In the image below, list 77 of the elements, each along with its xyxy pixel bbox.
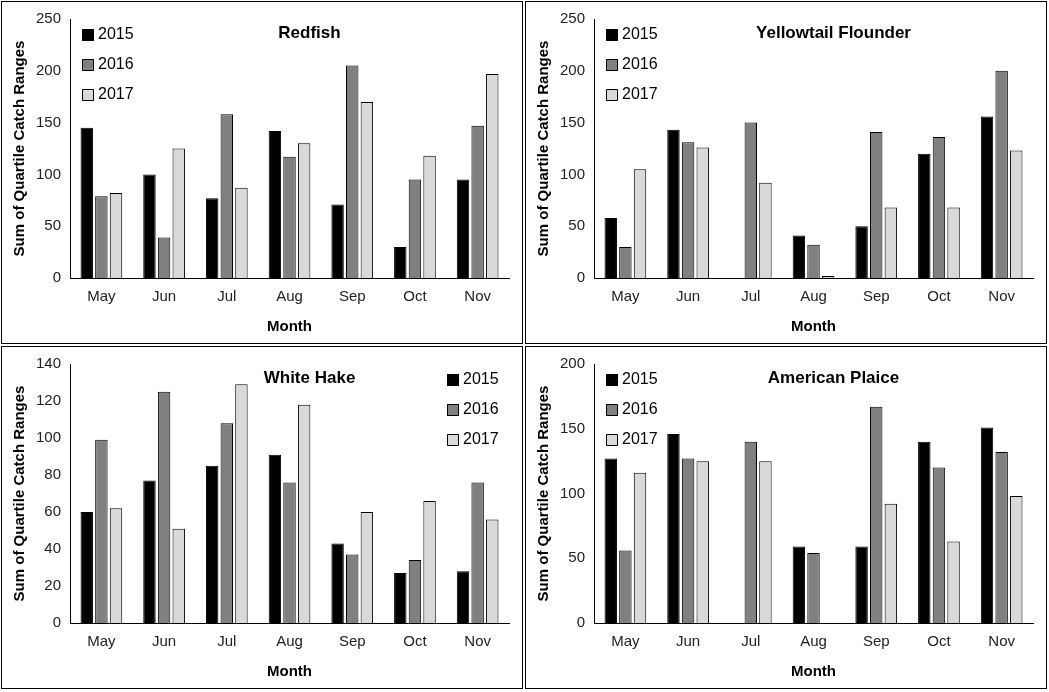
y-tick-label: 200	[560, 60, 586, 78]
x-tick-label: Sep	[862, 287, 890, 305]
y-tick-label: 100	[560, 164, 586, 182]
y-tick-label: 50	[568, 216, 586, 234]
legend-label: 2017	[622, 430, 658, 448]
legend-label: 2017	[622, 85, 658, 103]
x-tick-label: Nov	[464, 632, 492, 650]
y-axis-title: Sum of Quartile Catch Ranges	[10, 40, 28, 257]
y-axis-title: Sum of Quartile Catch Ranges	[534, 40, 552, 257]
x-tick-label: Jul	[217, 632, 237, 650]
chart-title: White Hake	[263, 367, 356, 387]
x-tick-label: Aug	[276, 632, 303, 650]
legend-label: 2016	[463, 400, 499, 418]
x-tick-label: Jun	[676, 287, 701, 305]
x-axis-title: Month	[791, 317, 837, 335]
y-tick-label: 100	[36, 428, 62, 446]
y-tick-label: 0	[52, 613, 62, 631]
y-tick-label: 150	[560, 418, 586, 436]
y-tick-label: 150	[36, 112, 62, 130]
chart-title: Redfish	[278, 22, 341, 42]
x-tick-label: Jun	[152, 632, 177, 650]
x-tick-label: May	[611, 632, 641, 650]
x-tick-label: Oct	[403, 287, 428, 305]
y-tick-label: 0	[576, 268, 586, 286]
x-tick-label: Jul	[741, 287, 761, 305]
x-tick-label: Jun	[152, 287, 177, 305]
x-tick-label: May	[611, 287, 641, 305]
x-tick-label: May	[87, 287, 117, 305]
y-tick-label: 200	[560, 354, 586, 372]
y-tick-label: 100	[36, 164, 62, 182]
legend-label: 2017	[463, 430, 499, 448]
x-tick-label: May	[87, 632, 117, 650]
y-axis-title: Sum of Quartile Catch Ranges	[534, 385, 552, 602]
legend-label: 2017	[98, 85, 134, 103]
x-tick-label: Oct	[927, 632, 952, 650]
x-tick-label: Jul	[217, 287, 237, 305]
x-tick-label: Nov	[988, 632, 1016, 650]
x-tick-label: Jul	[741, 632, 761, 650]
x-tick-label: Aug	[800, 632, 827, 650]
y-tick-label: 100	[560, 483, 586, 501]
y-tick-label: 150	[560, 112, 586, 130]
y-tick-label: 120	[36, 391, 62, 409]
y-tick-label: 40	[44, 539, 62, 557]
y-axis-title: Sum of Quartile Catch Ranges	[10, 385, 28, 602]
x-tick-label: Aug	[800, 287, 827, 305]
y-tick-label: 50	[568, 548, 586, 566]
y-tick-label: 250	[560, 9, 586, 27]
x-axis-title: Month	[791, 662, 837, 680]
x-axis-title: Month	[267, 662, 313, 680]
y-tick-label: 140	[36, 354, 62, 372]
legend-label: 2016	[622, 55, 658, 73]
chart-title: Yellowtail Flounder	[756, 22, 912, 42]
x-tick-label: Nov	[988, 287, 1016, 305]
x-tick-label: Sep	[862, 632, 890, 650]
y-tick-label: 0	[576, 613, 586, 631]
x-tick-label: Oct	[927, 287, 952, 305]
x-tick-label: Nov	[464, 287, 492, 305]
legend-label: 2015	[622, 25, 658, 43]
y-tick-label: 60	[44, 502, 62, 520]
legend-label: 2015	[463, 370, 499, 388]
x-tick-label: Aug	[276, 287, 303, 305]
y-tick-label: 50	[44, 216, 62, 234]
y-tick-label: 20	[44, 576, 62, 594]
x-tick-label: Sep	[338, 632, 366, 650]
y-tick-label: 0	[52, 268, 62, 286]
legend-label: 2016	[622, 400, 658, 418]
y-tick-label: 250	[36, 9, 62, 27]
y-tick-label: 200	[36, 60, 62, 78]
legend-label: 2015	[622, 370, 658, 388]
x-tick-label: Oct	[403, 632, 428, 650]
legend-label: 2015	[98, 25, 134, 43]
x-tick-label: Sep	[338, 287, 366, 305]
x-tick-label: Jun	[676, 632, 701, 650]
legend-label: 2016	[98, 55, 134, 73]
x-axis-title: Month	[267, 317, 313, 335]
y-tick-label: 80	[44, 465, 62, 483]
chart-title: American Plaice	[767, 367, 900, 387]
